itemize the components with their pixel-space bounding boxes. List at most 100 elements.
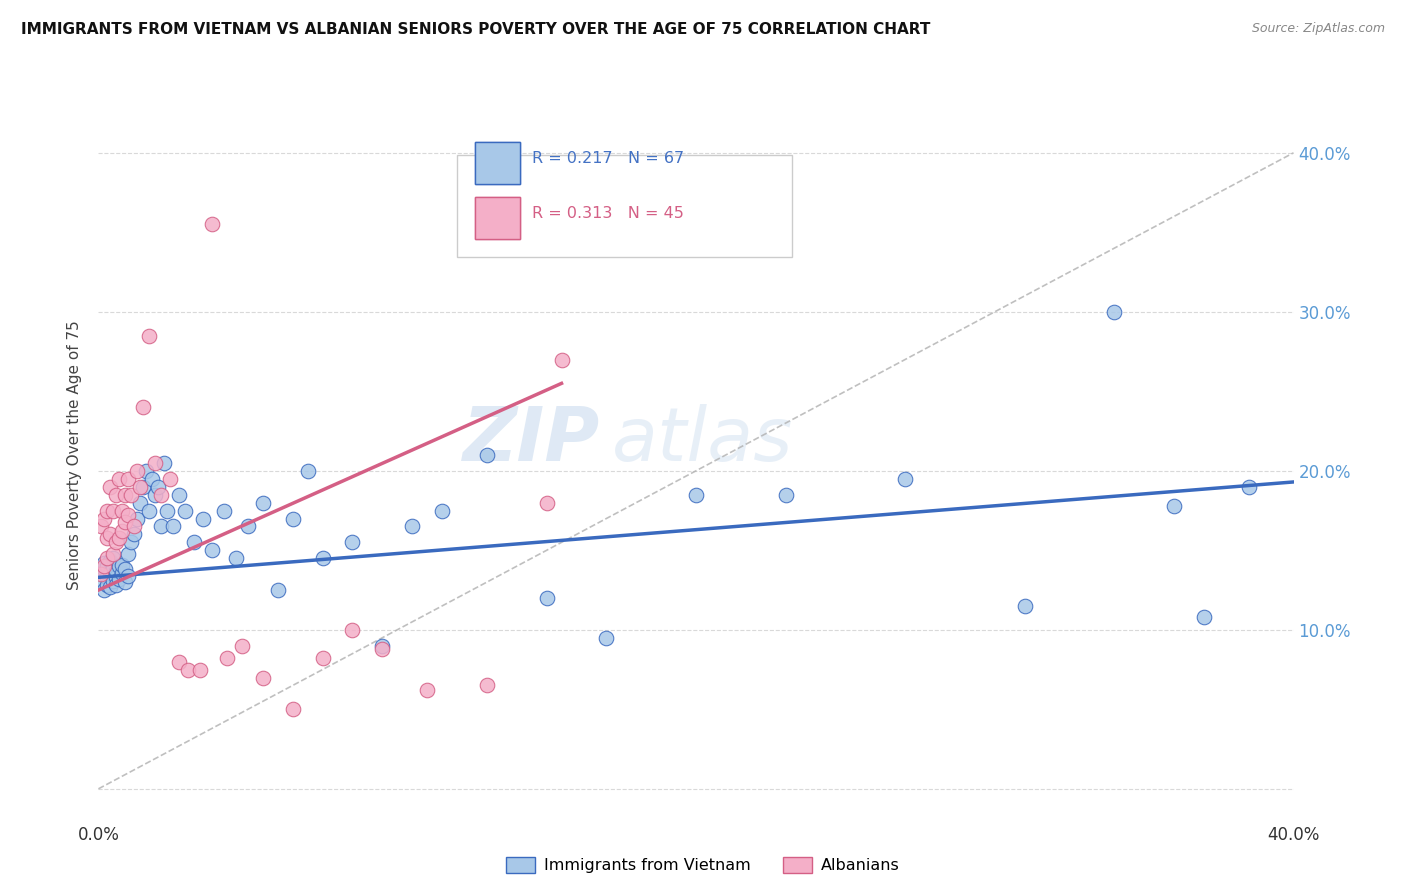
Point — [188, 663, 211, 677]
Point — [177, 663, 200, 677]
Point — [167, 488, 190, 502]
Point — [96, 570, 118, 584]
Point — [90, 575, 112, 590]
Point — [108, 531, 131, 545]
Point — [416, 683, 439, 698]
Point — [143, 456, 166, 470]
Point — [536, 495, 558, 509]
Point — [96, 551, 118, 566]
Point — [105, 488, 128, 502]
Point — [129, 495, 152, 509]
Point — [1104, 305, 1126, 319]
Point — [231, 639, 253, 653]
Point — [93, 559, 115, 574]
Legend: Immigrants from Vietnam, Albanians: Immigrants from Vietnam, Albanians — [499, 850, 907, 880]
Text: IMMIGRANTS FROM VIETNAM VS ALBANIAN SENIORS POVERTY OVER THE AGE OF 75 CORRELATI: IMMIGRANTS FROM VIETNAM VS ALBANIAN SENI… — [21, 22, 931, 37]
Point — [117, 472, 139, 486]
Point — [475, 448, 498, 462]
Point — [129, 480, 152, 494]
Point — [267, 583, 290, 598]
Point — [93, 556, 115, 570]
Point — [105, 564, 128, 578]
Point — [191, 511, 214, 525]
Y-axis label: Seniors Poverty Over the Age of 75: Seniors Poverty Over the Age of 75 — [67, 320, 83, 590]
Point — [153, 456, 176, 470]
Point — [93, 583, 115, 598]
Point — [132, 480, 155, 494]
Point — [225, 551, 247, 566]
Point — [148, 480, 170, 494]
Point — [212, 503, 235, 517]
Point — [401, 519, 423, 533]
Point — [96, 559, 118, 574]
Point — [117, 568, 139, 582]
Point — [132, 401, 155, 415]
Point — [1163, 499, 1185, 513]
Point — [281, 511, 304, 525]
Point — [138, 503, 160, 517]
Point — [201, 543, 224, 558]
Point — [156, 503, 179, 517]
Point — [311, 651, 333, 665]
Point — [775, 488, 797, 502]
Point — [281, 702, 304, 716]
Point — [111, 524, 134, 539]
Point — [120, 535, 142, 549]
Point — [98, 580, 122, 594]
Point — [685, 488, 707, 502]
Point — [1192, 610, 1215, 624]
Point — [159, 472, 181, 486]
Point — [127, 464, 149, 478]
Point — [105, 570, 128, 584]
Point — [114, 562, 136, 576]
Point — [111, 558, 134, 572]
Point — [108, 559, 131, 574]
Point — [103, 574, 125, 588]
Point — [174, 503, 197, 517]
Point — [108, 472, 131, 486]
Point — [117, 508, 139, 523]
Point — [475, 678, 498, 692]
Text: Source: ZipAtlas.com: Source: ZipAtlas.com — [1251, 22, 1385, 36]
Point — [252, 495, 274, 509]
Point — [236, 519, 259, 533]
Point — [117, 547, 139, 561]
Point — [120, 488, 142, 502]
Text: atlas: atlas — [613, 404, 794, 476]
FancyBboxPatch shape — [475, 142, 520, 185]
Point — [98, 527, 122, 541]
Point — [252, 671, 274, 685]
Point — [135, 464, 157, 478]
Point — [90, 567, 112, 582]
Point — [150, 488, 173, 502]
Point — [124, 527, 146, 541]
Point — [595, 631, 617, 645]
Text: R = 0.217   N = 67: R = 0.217 N = 67 — [533, 151, 685, 166]
Point — [93, 511, 115, 525]
Point — [114, 488, 136, 502]
Point — [342, 535, 364, 549]
Point — [105, 535, 128, 549]
Point — [98, 566, 122, 580]
Point — [1014, 599, 1036, 613]
Point — [103, 551, 125, 566]
Text: R = 0.313   N = 45: R = 0.313 N = 45 — [533, 206, 685, 221]
Point — [98, 554, 122, 568]
Point — [430, 503, 453, 517]
Point — [201, 218, 224, 232]
Point — [93, 562, 115, 576]
Point — [114, 515, 136, 529]
Point — [162, 519, 184, 533]
Point — [111, 566, 134, 580]
Point — [103, 561, 125, 575]
Point — [141, 472, 163, 486]
Point — [143, 488, 166, 502]
Point — [96, 578, 118, 592]
Point — [105, 578, 128, 592]
Point — [108, 572, 131, 586]
Point — [311, 551, 333, 566]
Point — [215, 651, 238, 665]
Point — [371, 639, 394, 653]
Point — [1237, 480, 1260, 494]
Point — [96, 531, 118, 545]
